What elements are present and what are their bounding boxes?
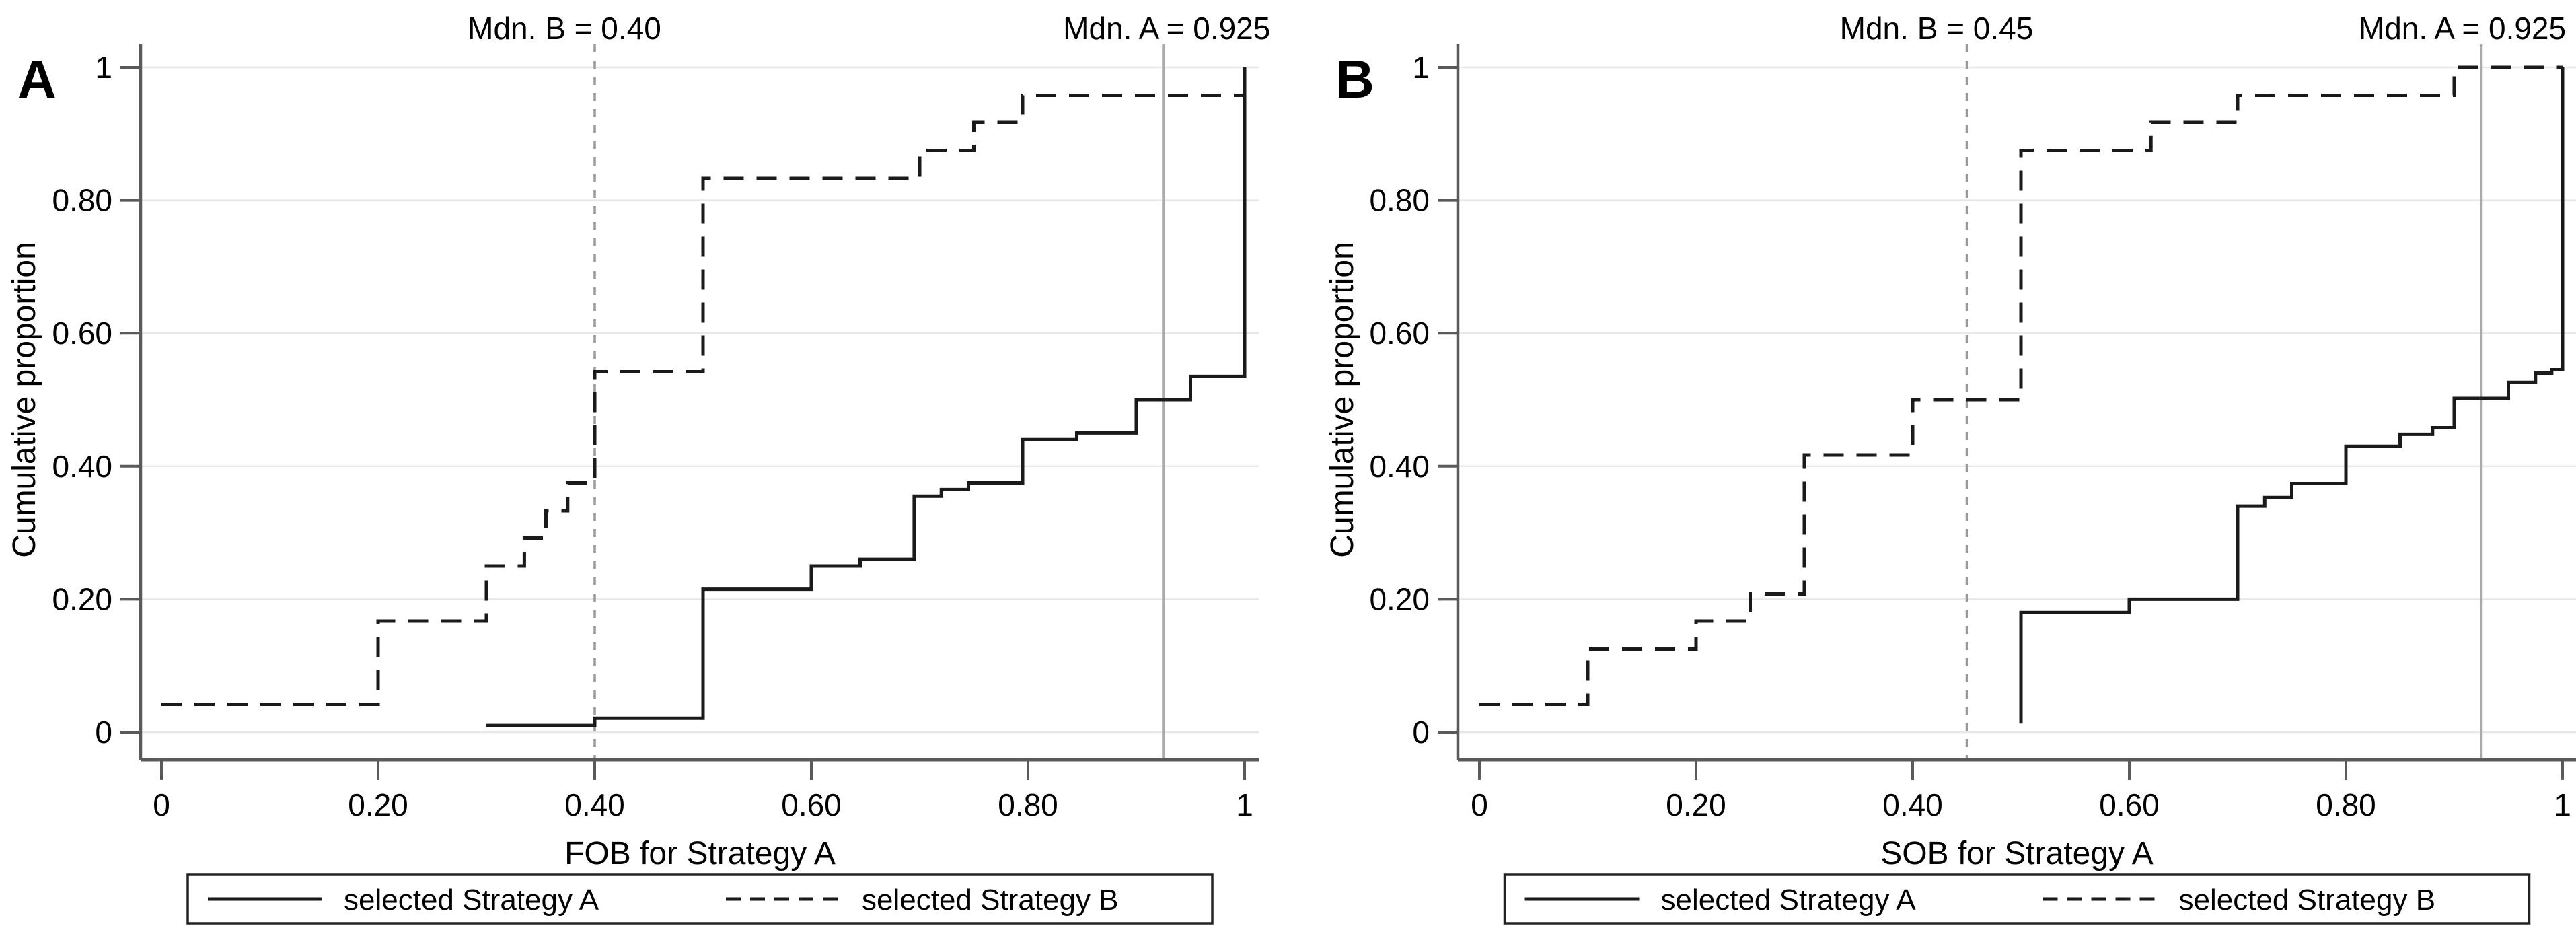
median-ref-label: Mdn. B = 0.40 xyxy=(468,11,661,46)
y-tick-label: 0.40 xyxy=(1369,449,1430,484)
median-ref-label: Mdn. B = 0.45 xyxy=(1840,11,2034,46)
y-tick-label: 0.80 xyxy=(1369,183,1430,218)
y-tick-label: 0.20 xyxy=(1369,581,1430,616)
x-tick-label: 0 xyxy=(153,787,170,822)
x-tick-label: 1 xyxy=(2554,787,2571,822)
x-tick-label: 0.20 xyxy=(1666,787,1726,822)
y-tick-label: 1 xyxy=(1412,50,1430,85)
x-tick-label: 0.40 xyxy=(564,787,625,822)
y-axis-title: Cumulative proportion xyxy=(1325,242,1360,558)
x-tick-label: 1 xyxy=(1236,787,1253,822)
ecdf-solid-line xyxy=(2019,67,2565,724)
ecdf-dashed-line xyxy=(161,67,1247,706)
legend-label: selected Strategy A xyxy=(344,884,599,917)
y-tick-label: 0.80 xyxy=(52,183,112,218)
ecdf-solid-line xyxy=(486,67,1247,727)
median-ref-label: Mdn. A = 0.925 xyxy=(1063,11,1270,46)
x-tick-label: 0.60 xyxy=(2099,787,2160,822)
x-tick-label: 0 xyxy=(1471,787,1488,822)
panel-b: Mdn. B = 0.45 Mdn. A = 0.925 0 0.20 0.40 0.60… xyxy=(1288,0,2576,930)
ecdf-dashed-line xyxy=(1479,65,2563,706)
y-axis-title: Cumulative proportion xyxy=(7,242,42,558)
legend-label: selected Strategy B xyxy=(2179,884,2436,917)
panel-a: Mdn. B = 0.40 Mdn. A = 0.925 0 0.20 0.40 0.60… xyxy=(7,11,1270,925)
legend-box xyxy=(186,873,1214,925)
legend-label: selected Strategy B xyxy=(862,884,1119,917)
panel-plot-svg: Mdn. B = 0.40 Mdn. A = 0.925 0 0.20 0.40 0.60… xyxy=(7,11,1270,925)
y-tick-label: 0 xyxy=(95,715,112,750)
median-ref-label: Mdn. A = 0.925 xyxy=(2359,11,2566,46)
x-axis-title: FOB for Strategy A xyxy=(564,836,836,871)
legend-label: selected Strategy A xyxy=(1661,884,1917,917)
x-tick-label: 0.80 xyxy=(998,787,1058,822)
panel-letter: A xyxy=(17,49,57,109)
y-tick-label: 0.60 xyxy=(1369,316,1430,351)
panel-plot-svg: Mdn. B = 0.45 Mdn. A = 0.925 0 0.20 0.40 0.60… xyxy=(1325,11,2576,925)
y-tick-label: 0.20 xyxy=(52,581,112,616)
x-tick-label: 0.60 xyxy=(781,787,842,822)
y-tick-label: 0.60 xyxy=(52,316,112,351)
x-axis-title: SOB for Strategy A xyxy=(1880,836,2154,871)
y-tick-label: 1 xyxy=(95,50,112,85)
y-tick-label: 0.40 xyxy=(52,449,112,484)
x-tick-label: 0.40 xyxy=(1882,787,1943,822)
legend-box xyxy=(1503,873,2531,925)
x-tick-label: 0.20 xyxy=(348,787,408,822)
panel-letter: B xyxy=(1335,49,1374,109)
x-tick-label: 0.80 xyxy=(2316,787,2376,822)
y-tick-label: 0 xyxy=(1412,715,1430,750)
